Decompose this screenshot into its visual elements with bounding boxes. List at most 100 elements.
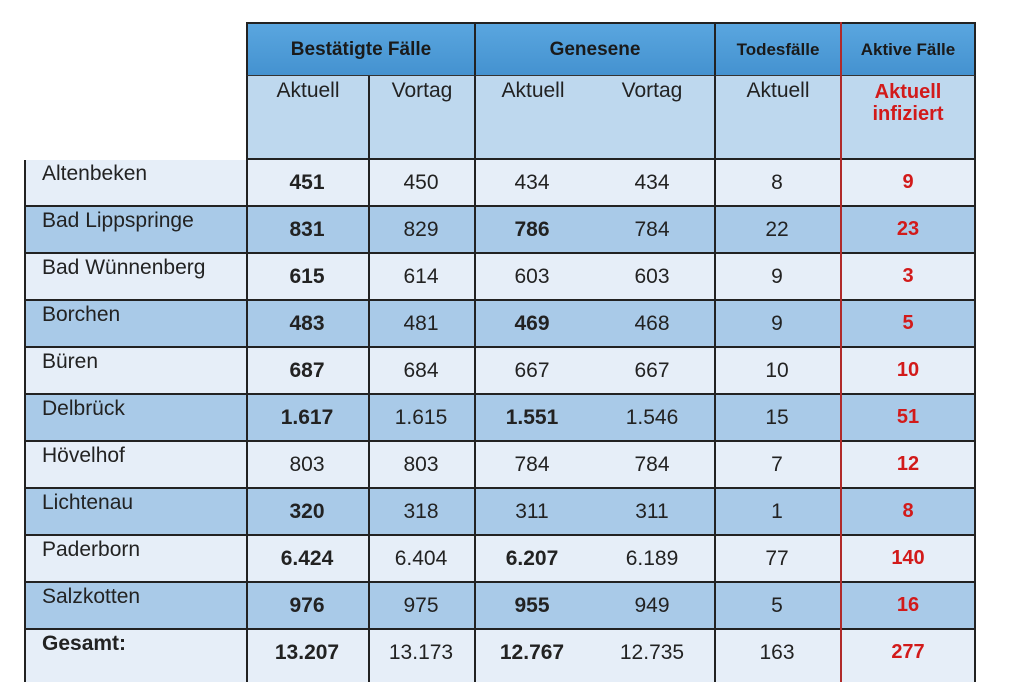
cell-bestaetigt-vortag: 1.615	[394, 405, 448, 429]
header-active-cases: Aktive Fälle	[840, 22, 976, 76]
cell-bestaetigt-aktuell: 615	[289, 264, 325, 288]
column-divider	[368, 160, 370, 682]
cell-bestaetigt-vortag: 614	[403, 264, 439, 288]
header-recovered: Genesene	[474, 22, 714, 76]
cell-aktiv: 10	[896, 359, 920, 381]
cell-aktiv: 8	[902, 500, 914, 522]
subheader-recovered-previous: Vortag	[590, 76, 714, 160]
column-divider	[246, 160, 248, 682]
subheader-active-line2: infiziert	[872, 103, 944, 125]
table-row: Altenbeken 451 450 434 434 8 9	[24, 160, 976, 207]
cell-bestaetigt-vortag: 6.404	[394, 546, 448, 570]
cell-genesen-aktuell: 469	[514, 311, 550, 335]
subheader-confirmed-current: Aktuell	[246, 76, 368, 160]
table-row: Borchen 483 481 469 468 9 5	[24, 301, 976, 348]
cell-bestaetigt-aktuell: 803	[289, 452, 325, 476]
cell-genesen-aktuell: 784	[514, 452, 550, 476]
cell-genesen-vortag: 784	[634, 452, 670, 476]
row-municipality-name: Salzkotten	[42, 585, 141, 608]
cell-tod: 163	[759, 640, 795, 664]
table-row: Lichtenau 320 318 311 311 1 8	[24, 489, 976, 536]
cell-genesen-aktuell: 12.767	[499, 640, 565, 664]
table-row: Hövelhof 803 803 784 784 7 12	[24, 442, 976, 489]
cell-genesen-vortag: 667	[634, 358, 670, 382]
cell-tod: 9	[771, 264, 783, 288]
cell-bestaetigt-aktuell: 483	[289, 311, 325, 335]
cell-genesen-vortag: 311	[635, 499, 669, 523]
table-row-total: Gesamt: 13.207 13.173 12.767 12.735 163 277	[24, 630, 976, 682]
cell-bestaetigt-vortag: 450	[403, 170, 439, 194]
cell-tod: 1	[771, 499, 783, 523]
cell-bestaetigt-aktuell: 6.424	[280, 546, 334, 570]
cell-aktiv: 140	[891, 547, 925, 569]
subheader-recovered-current: Aktuell	[474, 76, 590, 160]
row-municipality-name: Altenbeken	[42, 162, 148, 185]
cell-aktiv: 51	[896, 406, 920, 428]
cell-aktiv: 16	[896, 594, 920, 616]
row-municipality-name: Lichtenau	[42, 491, 134, 514]
cell-bestaetigt-vortag: 803	[403, 452, 439, 476]
subheader-active-line1: Aktuell	[874, 81, 942, 103]
cell-aktiv: 3	[902, 265, 914, 287]
cell-genesen-vortag: 12.735	[619, 640, 685, 664]
cell-genesen-aktuell: 955	[514, 593, 550, 617]
cell-genesen-vortag: 6.189	[625, 546, 679, 570]
cell-tod: 10	[765, 358, 789, 382]
cell-genesen-aktuell: 786	[514, 217, 550, 241]
cell-aktiv: 23	[896, 218, 920, 240]
subheader-deaths-current: Aktuell	[714, 76, 840, 160]
cell-tod: 9	[771, 311, 783, 335]
cell-tod: 77	[765, 546, 789, 570]
cell-genesen-aktuell: 667	[514, 358, 550, 382]
cell-bestaetigt-aktuell: 13.207	[274, 640, 340, 664]
cell-bestaetigt-aktuell: 831	[289, 217, 325, 241]
column-divider	[714, 160, 716, 682]
table-left-border	[24, 160, 26, 682]
cell-genesen-aktuell: 434	[514, 170, 550, 194]
cell-tod: 15	[765, 405, 789, 429]
cell-bestaetigt-vortag: 684	[403, 358, 439, 382]
table-row: Bad Wünnenberg 615 614 603 603 9 3	[24, 254, 976, 301]
row-municipality-name: Bad Wünnenberg	[42, 256, 206, 279]
cell-tod: 22	[765, 217, 789, 241]
row-municipality-name: Hövelhof	[42, 444, 125, 467]
cell-bestaetigt-aktuell: 1.617	[280, 405, 334, 429]
cell-genesen-vortag: 603	[634, 264, 670, 288]
cell-bestaetigt-vortag: 481	[403, 311, 439, 335]
table-row: Delbrück 1.617 1.615 1.551 1.546 15 51	[24, 395, 976, 442]
row-municipality-name: Büren	[42, 350, 99, 373]
cell-genesen-vortag: 468	[634, 311, 670, 335]
cell-bestaetigt-vortag: 975	[403, 593, 439, 617]
column-divider-red	[840, 22, 842, 682]
row-municipality-name: Gesamt:	[42, 632, 127, 655]
cell-bestaetigt-aktuell: 976	[289, 593, 325, 617]
cell-bestaetigt-aktuell: 451	[289, 170, 325, 194]
cell-aktiv: 277	[891, 641, 925, 663]
row-municipality-name: Delbrück	[42, 397, 125, 420]
column-divider	[474, 160, 476, 682]
cell-genesen-vortag: 434	[634, 170, 670, 194]
cell-tod: 7	[771, 452, 783, 476]
cell-aktiv: 9	[902, 171, 914, 193]
cell-genesen-vortag: 949	[634, 593, 670, 617]
cell-bestaetigt-aktuell: 320	[289, 499, 325, 523]
table-row: Paderborn 6.424 6.404 6.207 6.189 77 140	[24, 536, 976, 583]
row-municipality-name: Bad Lippspringe	[42, 209, 194, 232]
cell-tod: 5	[771, 593, 783, 617]
table-row: Büren 687 684 667 667 10 10	[24, 348, 976, 395]
header-confirmed-cases: Bestätigte Fälle	[246, 22, 474, 76]
subheader-confirmed-previous: Vortag	[368, 76, 474, 160]
row-municipality-name: Paderborn	[42, 538, 141, 561]
cell-tod: 8	[771, 170, 783, 194]
cell-genesen-aktuell: 6.207	[505, 546, 559, 570]
cell-aktiv: 5	[902, 312, 914, 334]
cell-bestaetigt-vortag: 318	[403, 499, 439, 523]
cell-genesen-aktuell: 311	[515, 499, 549, 523]
cell-genesen-vortag: 784	[634, 217, 670, 241]
cell-bestaetigt-vortag: 13.173	[388, 640, 454, 664]
cell-genesen-aktuell: 603	[514, 264, 550, 288]
cell-aktiv: 12	[896, 453, 920, 475]
subheader-active-infected: Aktuell infiziert	[840, 76, 976, 160]
cell-genesen-aktuell: 1.551	[505, 405, 559, 429]
cell-genesen-vortag: 1.546	[625, 405, 679, 429]
